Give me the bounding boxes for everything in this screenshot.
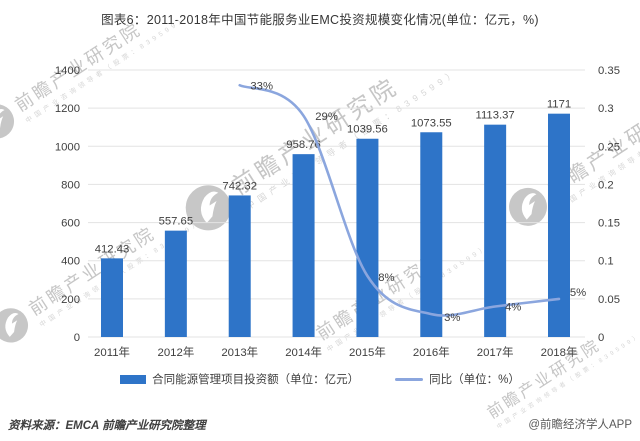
bar (292, 154, 315, 337)
left-axis-tick-label: 1000 (55, 141, 80, 153)
bar (356, 138, 379, 337)
legend-label-yoy: 同比（单位：%） (429, 374, 520, 386)
line-point-label: 33% (250, 80, 273, 92)
bar-value-label: 1113.37 (476, 110, 515, 122)
right-axis-tick-label: 0.3 (598, 103, 614, 115)
credit-note: @前瞻经济学人APP (528, 419, 632, 431)
left-axis-tick-label: 1200 (55, 103, 80, 115)
bar (164, 230, 187, 337)
chart-legend: 合同能源管理项目投资额（单位：亿元） 同比（单位：%） (0, 371, 640, 387)
trend-line (238, 83, 561, 317)
x-axis-label: 2016年 (413, 345, 450, 359)
legend-item-investment: 合同能源管理项目投资额（单位：亿元） (120, 371, 359, 387)
bar (101, 258, 123, 337)
x-axis-label: 2018年 (541, 345, 578, 359)
chart-title: 图表6：2011-2018年中国节能服务业EMC投资规模变化情况(单位：亿元，%… (101, 13, 539, 27)
bar (420, 132, 443, 337)
bar-swatch-icon (120, 374, 147, 384)
left-axis-tick-label: 400 (61, 256, 80, 268)
x-axis-label: 2011年 (94, 345, 130, 359)
left-axis-tick-label: 0 (74, 332, 80, 344)
x-axis-label: 2013年 (221, 345, 258, 359)
bar (548, 113, 570, 337)
line-point-label: 29% (315, 111, 338, 123)
x-axis-label: 2014年 (285, 345, 322, 359)
right-axis-tick-label: 0.1 (598, 256, 614, 268)
right-axis-tick-label: 0.35 (598, 65, 620, 77)
right-axis-tick-label: 0.2 (598, 179, 614, 191)
bar-value-label: 412.43 (95, 243, 130, 255)
left-axis-tick-label: 800 (61, 179, 80, 191)
bar-value-label: 742.32 (222, 180, 257, 192)
source-note: 资料来源：EMCA 前瞻产业研究院整理 (8, 420, 206, 432)
right-axis-tick-label: 0.25 (598, 141, 620, 153)
x-axis-label: 2012年 (157, 345, 194, 359)
bar (228, 195, 251, 337)
legend-label-investment: 合同能源管理项目投资额（单位：亿元） (152, 374, 360, 386)
line-swatch-icon (395, 377, 424, 381)
legend-item-yoy: 同比（单位：%） (395, 371, 520, 387)
left-axis-tick-label: 600 (61, 218, 80, 230)
bar (484, 124, 507, 338)
left-axis-tick-label: 200 (61, 294, 80, 306)
right-axis-tick-label: 0 (598, 332, 604, 344)
left-axis-tick-label: 1400 (55, 65, 80, 77)
bar-value-label: 958.76 (286, 139, 321, 151)
line-point-label: 8% (378, 272, 394, 284)
bar-value-label: 1073.55 (411, 117, 452, 129)
x-axis-label: 2017年 (477, 345, 514, 359)
right-axis-tick-label: 0.15 (598, 218, 620, 230)
bar-value-label: 1171 (547, 99, 571, 111)
right-axis-tick-label: 0.05 (598, 294, 620, 306)
bar-value-label: 557.65 (159, 216, 194, 228)
bar-value-label: 1039.56 (347, 124, 388, 136)
x-axis-label: 2015年 (349, 345, 386, 359)
line-point-label: 4% (505, 301, 521, 313)
line-point-label: 3% (444, 312, 460, 324)
line-point-label: 5% (570, 287, 586, 299)
